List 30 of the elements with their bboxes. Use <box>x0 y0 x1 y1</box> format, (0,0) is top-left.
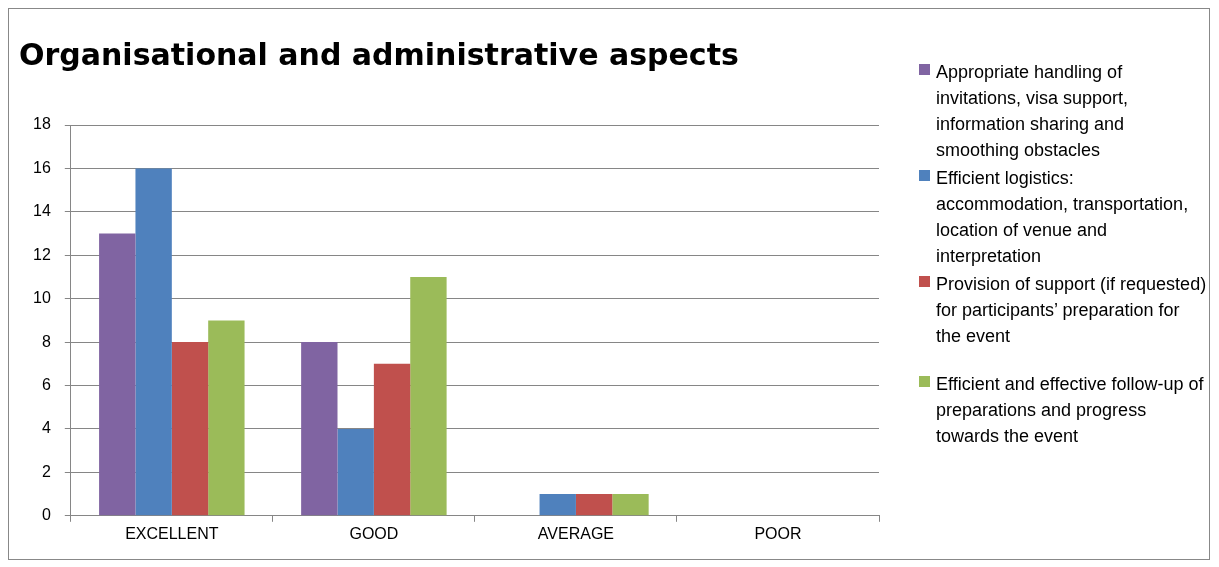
legend-label: Provision of support (if requested) for participants’ preparation for the event <box>936 273 1208 348</box>
y-tick-label: 0 <box>41 506 51 524</box>
y-tick-label: 16 <box>33 158 51 176</box>
y-tick-label: 2 <box>41 462 51 480</box>
y-tick-label: 6 <box>41 375 51 393</box>
legend-label: Efficient logistics: accommodation, transportation, location of venue and interpretation <box>936 167 1190 268</box>
legend-label: Efficient and effective follow-up of preparations and progress towards the event <box>936 373 1205 448</box>
bar <box>301 342 338 516</box>
bar <box>410 276 447 516</box>
y-tick-label: 4 <box>41 419 51 437</box>
chart-title: Organisational and administrative aspects <box>19 36 739 72</box>
legend-label: Appropriate handling of invitations, visa support, information sharing and smoothing obstacles <box>936 61 1130 162</box>
y-tick-label: 18 <box>33 115 51 133</box>
y-tick-label: 14 <box>33 202 51 220</box>
bar <box>539 494 576 516</box>
x-tick-label: AVERAGE <box>537 524 615 542</box>
x-tick-label: POOR <box>754 524 802 542</box>
x-tick-label: EXCELLENT <box>125 524 219 542</box>
bar <box>208 320 245 516</box>
bar <box>135 168 172 516</box>
x-tick-label: GOOD <box>349 524 399 542</box>
bar <box>171 342 209 516</box>
bar <box>99 233 136 516</box>
y-tick-label: 8 <box>41 332 51 350</box>
bar <box>575 494 613 516</box>
y-tick-label: 12 <box>33 245 51 263</box>
bar <box>337 428 374 516</box>
bar <box>373 363 411 516</box>
y-tick-label: 10 <box>33 289 51 307</box>
bar <box>612 494 649 516</box>
